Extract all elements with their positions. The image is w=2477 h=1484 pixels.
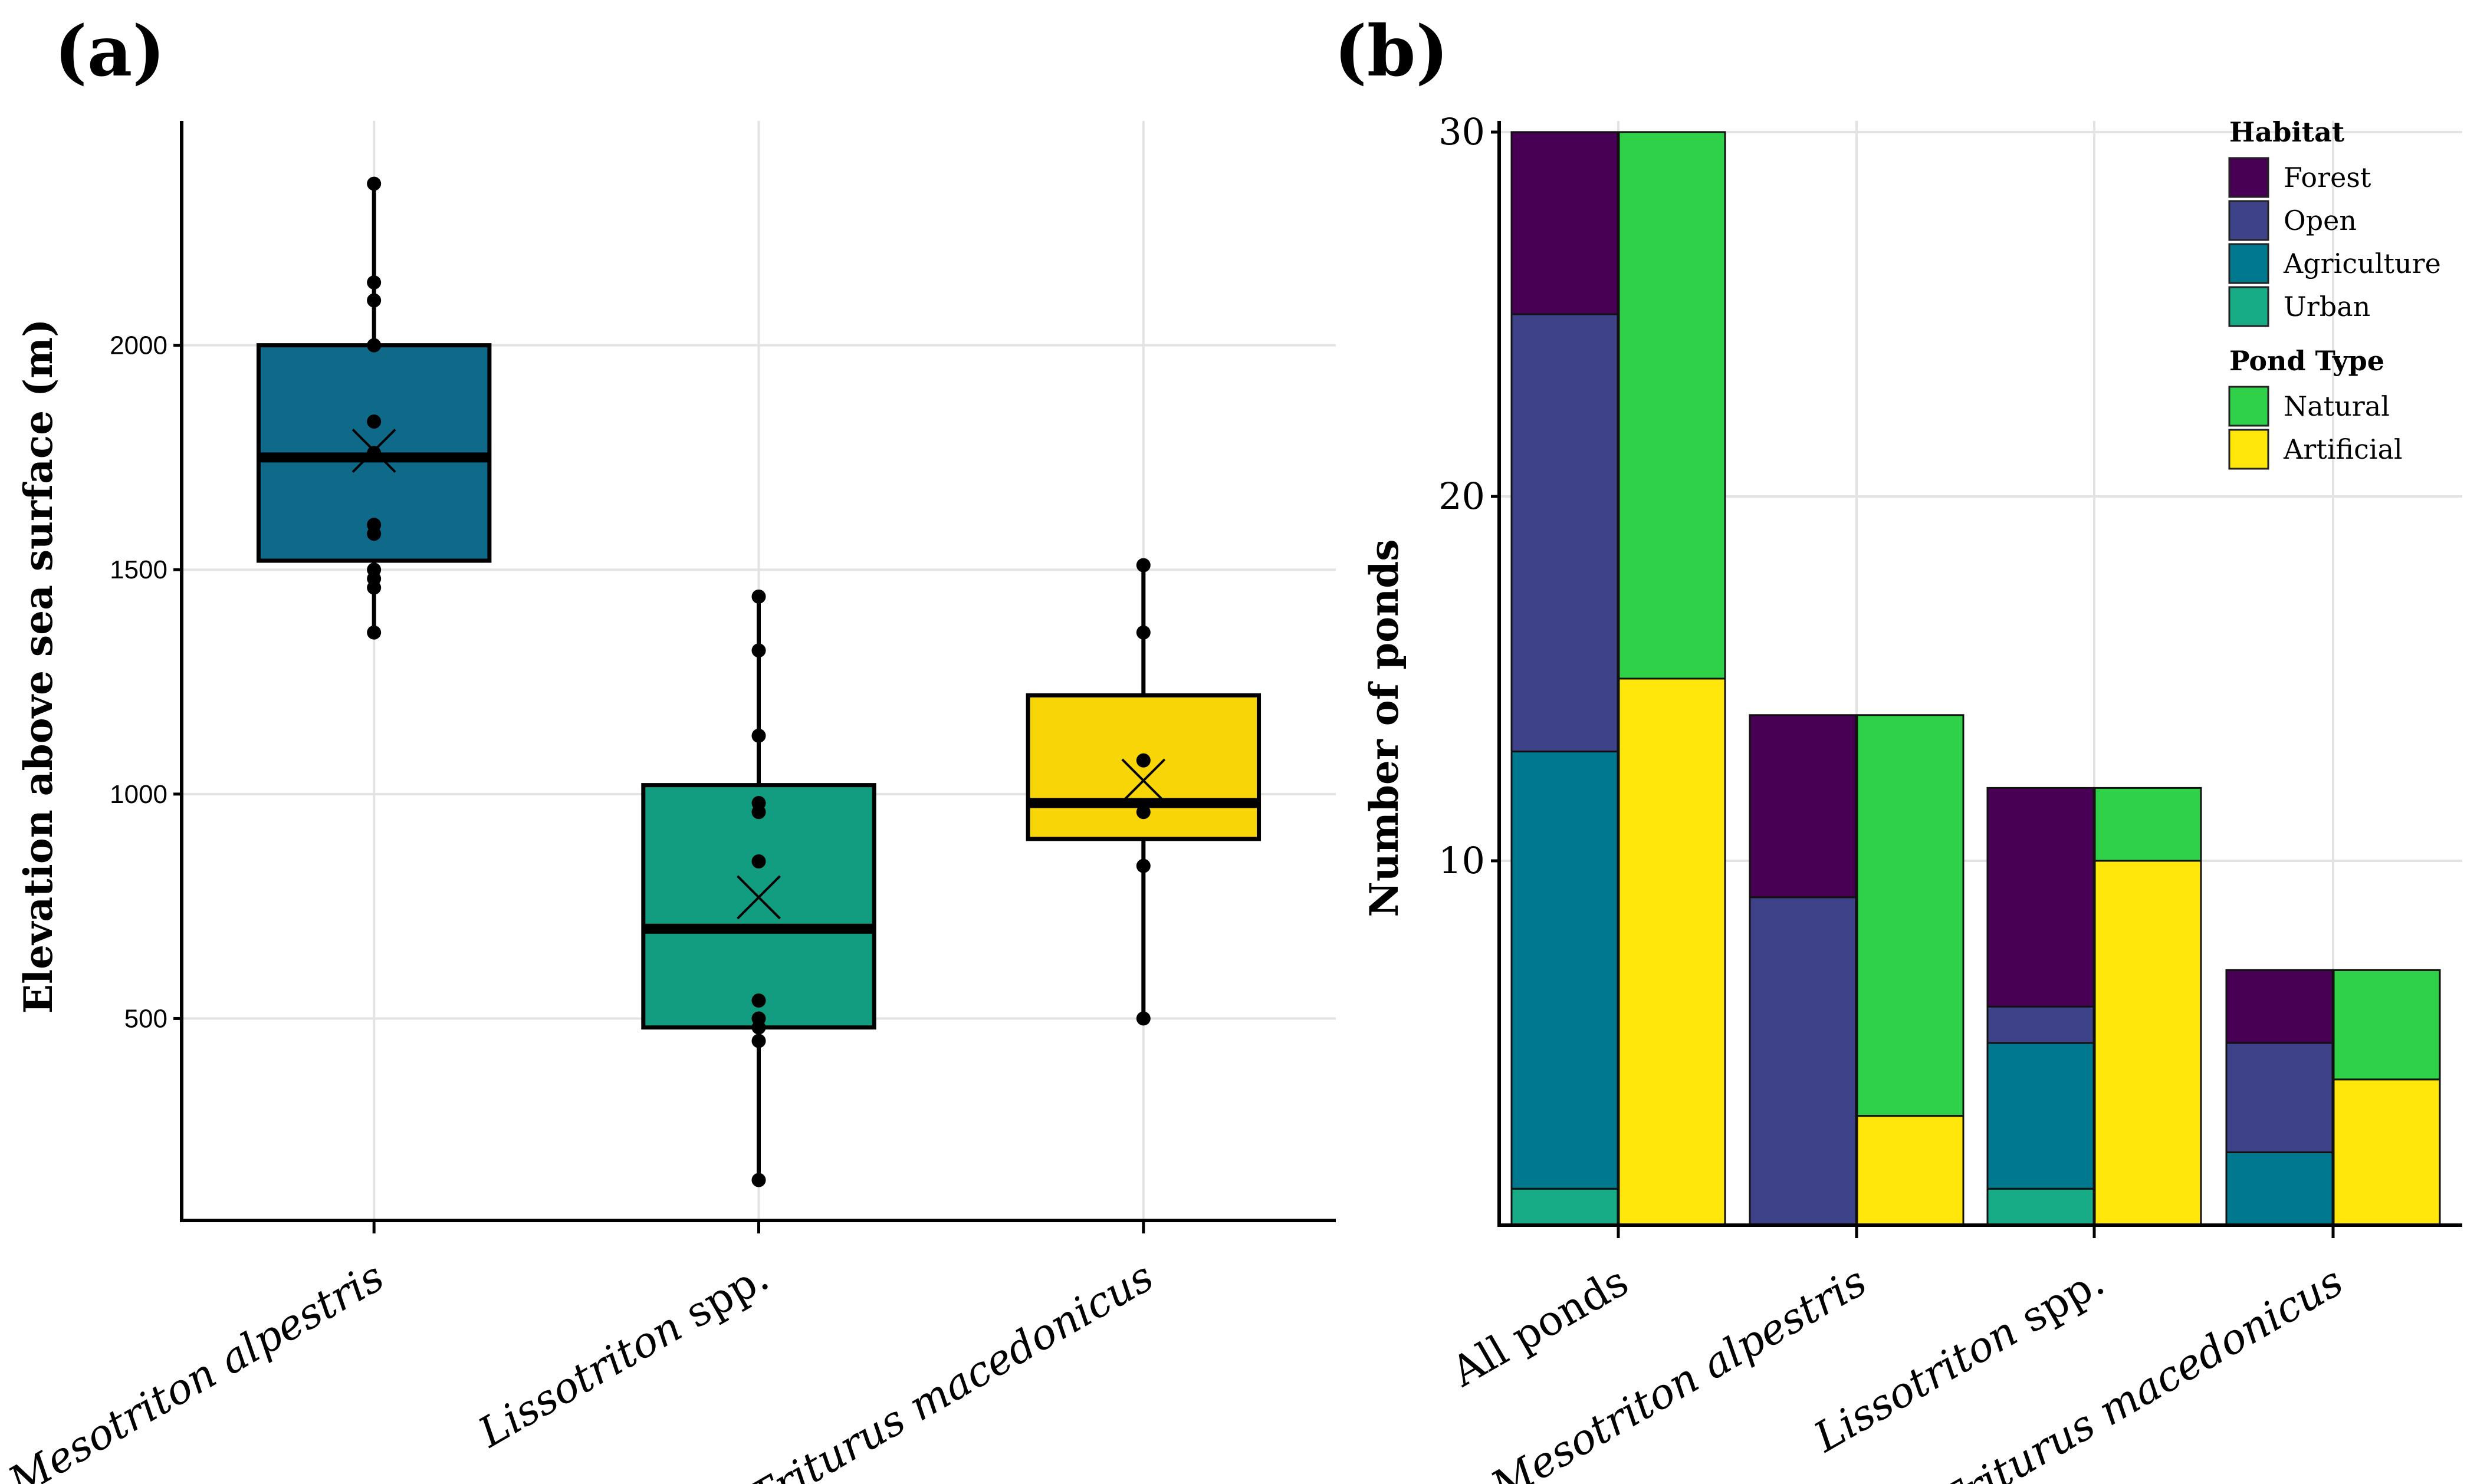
mean-marker <box>1121 758 1166 803</box>
data-point <box>751 1173 766 1187</box>
bar-segment-natural <box>1856 714 1964 1117</box>
data-point <box>367 293 382 308</box>
data-point <box>1136 805 1151 820</box>
data-point <box>1136 753 1151 768</box>
legend-label-urban: Urban <box>2284 291 2370 323</box>
panel-b-y-axis-title: Number of ponds <box>1361 539 1407 917</box>
data-point <box>751 1011 766 1026</box>
panel-a-boxes <box>256 176 1262 1233</box>
bar-segment-natural <box>2094 787 2202 862</box>
legend-label-forest: Forest <box>2284 162 2371 193</box>
panel-b-label: (b) <box>1334 10 1448 92</box>
bar-segment-open <box>1510 313 1619 753</box>
bar-segment-forest <box>2225 969 2334 1044</box>
bar-segment-agriculture <box>1986 1042 2095 1190</box>
box-mesotriton-alpestris <box>256 176 492 1233</box>
panel-a-x-label-triturus-macedonicus: Triturus macedonicus <box>741 1252 1161 1484</box>
bar-segment-forest <box>1986 787 2095 1008</box>
panel-a-y-tick-label: 500 <box>124 1004 167 1033</box>
bar-segment-artificial <box>2094 860 2202 1226</box>
data-point <box>367 275 382 290</box>
panel-b-y-ticks: 10 20 30 <box>1438 110 1499 882</box>
bar-segment-open <box>1986 1005 2095 1044</box>
bar-segment-open <box>1749 896 1857 1226</box>
bar-segment-artificial <box>1856 1115 1964 1226</box>
bar-segment-artificial <box>2333 1078 2441 1226</box>
legend-label-natural: Natural <box>2284 390 2390 422</box>
legend-label-open: Open <box>2284 205 2357 236</box>
data-point <box>1136 1011 1151 1026</box>
bar-segment-agriculture <box>1510 751 1619 1190</box>
data-point <box>367 414 382 429</box>
panel-a-x-label-mesotriton-alpestris: Mesotriton alpestris <box>0 1252 392 1484</box>
data-point <box>367 176 382 191</box>
data-point <box>1136 858 1151 873</box>
bar-segment-natural <box>1618 131 1726 680</box>
data-point <box>751 589 766 604</box>
legend-swatch-natural <box>2228 386 2269 427</box>
data-point <box>1136 558 1151 572</box>
panel-b-legend: Habitat Forest Open Agriculture Urban Pond Ty… <box>2228 116 2441 470</box>
panel-a-y-tick-label: 2000 <box>110 331 167 360</box>
legend-swatch-artificial <box>2228 429 2269 470</box>
boxplot-panel: (a) 500 1000 1500 2000 Mesotriton alpestris… <box>0 10 1336 1484</box>
data-point <box>751 993 766 1008</box>
legend-label-agriculture: Agriculture <box>2283 248 2441 279</box>
data-point <box>751 728 766 743</box>
data-point <box>751 796 766 811</box>
mean-marker <box>737 875 781 920</box>
bar-segment-forest <box>1510 131 1619 315</box>
legend-title-pond-type: Pond Type <box>2229 345 2384 377</box>
panel-a-y-tick-label: 1500 <box>110 555 167 584</box>
legend-swatch-agriculture <box>2228 243 2269 284</box>
mean-marker <box>351 429 396 473</box>
data-point <box>367 518 382 532</box>
data-point <box>751 643 766 658</box>
legend-swatch-forest <box>2228 157 2269 198</box>
box-body <box>641 783 876 1030</box>
panel-b-y-tick-label: 30 <box>1438 110 1485 153</box>
panel-a-x-label-lissotriton-spp: Lissotriton spp. <box>469 1252 777 1457</box>
bar-segment-artificial <box>1618 677 1726 1226</box>
panel-b-y-tick-label: 10 <box>1438 839 1485 882</box>
panel-a-label: (a) <box>54 10 165 92</box>
panel-a-y-axis-title: Elevation above sea surface (m) <box>15 319 61 1014</box>
bar-segment-forest <box>1749 714 1857 899</box>
panel-b-bars <box>1510 131 2441 1226</box>
data-point <box>751 854 766 869</box>
data-point <box>367 338 382 353</box>
panel-a-y-ticks: 500 1000 1500 2000 <box>110 331 182 1033</box>
bar-segment-urban <box>1986 1187 2095 1226</box>
panel-a-y-tick-label: 1000 <box>110 780 167 809</box>
bar-segment-urban <box>1510 1187 1619 1226</box>
box-triturus-macedonicus <box>1026 558 1262 1233</box>
data-point <box>1136 625 1151 640</box>
data-point <box>751 1034 766 1048</box>
box-lissotriton-spp <box>641 589 876 1233</box>
legend-swatch-urban <box>2228 286 2269 327</box>
legend-swatch-open <box>2228 200 2269 241</box>
legend-label-artificial: Artificial <box>2283 433 2403 465</box>
panel-b-y-tick-label: 20 <box>1438 475 1485 518</box>
panel-b-x-label-triturus-macedonicus: Triturus macedonicus <box>1931 1257 2351 1484</box>
bar-segment-natural <box>2333 969 2441 1081</box>
bar-segment-agriculture <box>2225 1151 2334 1226</box>
data-point <box>367 625 382 640</box>
panel-b-x-label-mesotriton-alpestris: Mesotriton alpestris <box>1482 1257 1874 1484</box>
bar-segment-open <box>2225 1042 2334 1153</box>
panel-b-x-label-all-ponds: All ponds <box>1443 1257 1637 1397</box>
panel-a-x-tick-labels: Mesotriton alpestris Lissotriton spp.Trit… <box>0 1252 1161 1484</box>
data-point <box>367 446 382 460</box>
legend-title-habitat: Habitat <box>2229 116 2345 148</box>
data-point <box>367 562 382 577</box>
